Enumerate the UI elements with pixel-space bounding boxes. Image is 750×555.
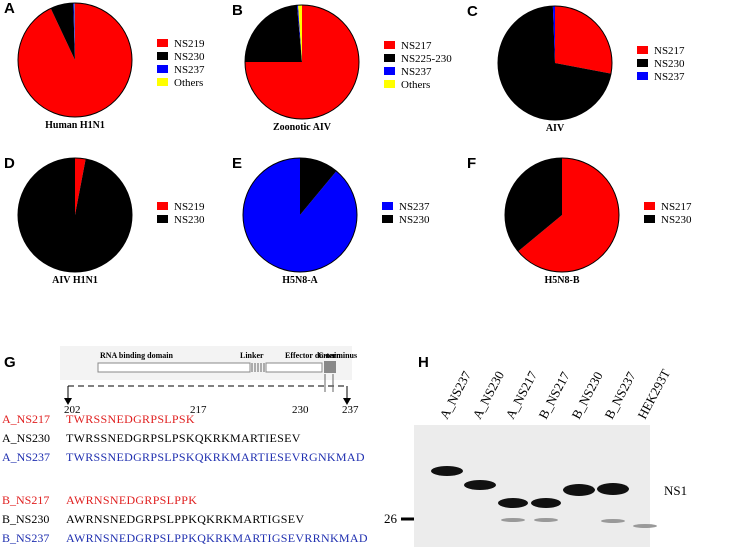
legend-label: NS237 (654, 71, 685, 83)
band (431, 466, 463, 476)
panel-letter: D (4, 155, 15, 172)
protein-label: NS1 (664, 483, 687, 498)
legend-label: NS219 (174, 201, 205, 213)
sequence-name: A_NS217 (2, 412, 50, 426)
band (498, 498, 528, 508)
legend-swatch (384, 54, 395, 62)
sequence-name: A_NS230 (2, 431, 50, 445)
legend-label: NS230 (654, 58, 685, 70)
legend-swatch (637, 59, 648, 67)
domain-label: Linker (240, 351, 264, 360)
legend-swatch (157, 202, 168, 210)
sequence: AWRNSNEDGRPSLPPKQKRKMARTIGSEV (66, 512, 304, 526)
band (464, 480, 496, 490)
pie-slice (555, 6, 612, 74)
legend-swatch (384, 41, 395, 49)
pie-title: Human H1N1 (45, 120, 105, 131)
legend-label: NS230 (174, 214, 205, 226)
domain-box (266, 363, 322, 372)
sequence-name: B_NS217 (2, 493, 49, 507)
panel-letter: B (232, 2, 243, 19)
legend-swatch (157, 52, 168, 60)
legend-swatch (384, 80, 395, 88)
legend-label: Others (174, 77, 203, 89)
legend-label: NS217 (401, 40, 432, 52)
legend-label: NS237 (174, 64, 205, 76)
pie-title: H5N8-A (282, 275, 318, 286)
lane-label: B_NS230 (568, 369, 605, 421)
band (501, 518, 525, 522)
legend-swatch (382, 202, 393, 210)
legend-swatch (157, 78, 168, 86)
legend-swatch (637, 46, 648, 54)
lane-label: HEK293T (634, 366, 673, 421)
sequence: TWRSSNEDGRPSLPSKQKRKMARTIESEVRGNKMAD (66, 450, 365, 464)
pie-title: AIV (546, 123, 565, 134)
panel-letter: C (467, 3, 478, 20)
domain-box (324, 361, 336, 373)
panel-letter: E (232, 155, 242, 172)
band (563, 484, 595, 496)
position-label: 237 (342, 404, 359, 416)
band (633, 524, 657, 528)
legend-swatch (644, 202, 655, 210)
pie-title: Zoonotic AIV (273, 122, 332, 133)
lane-label: B_NS217 (535, 369, 573, 422)
domain-box (98, 363, 250, 372)
marker-label: 26 (384, 511, 398, 526)
legend-swatch (384, 67, 395, 75)
pie-title: AIV H1N1 (52, 275, 98, 286)
lane-label: A_NS230 (469, 368, 507, 421)
sequence: TWRSSNEDGRPSLPSKQKRKMARTIESEV (66, 431, 301, 445)
legend-swatch (157, 215, 168, 223)
band (531, 498, 561, 508)
legend-label: Others (401, 79, 430, 91)
sequence-name: A_NS237 (2, 450, 50, 464)
legend-label: NS225-230 (401, 53, 452, 65)
lane-label: A_NS237 (436, 368, 474, 421)
position-label: 230 (292, 404, 309, 416)
legend-label: NS219 (174, 38, 205, 50)
sequence-name: B_NS237 (2, 531, 49, 545)
panel-letter: F (467, 155, 476, 172)
legend-swatch (382, 215, 393, 223)
lane-label: A_NS217 (502, 368, 540, 421)
legend-label: NS230 (661, 214, 692, 226)
legend-swatch (644, 215, 655, 223)
domain-label: C-terminus (318, 351, 357, 360)
domain-label: RNA binding domain (100, 351, 173, 360)
legend-label: NS230 (399, 214, 430, 226)
sequence-name: B_NS230 (2, 512, 49, 526)
legend-label: NS230 (174, 51, 205, 63)
pie-slice (18, 158, 132, 272)
legend-swatch (157, 65, 168, 73)
sequence: AWRNSNEDGRPSLPPK (66, 493, 197, 507)
panel-letter: A (4, 0, 15, 17)
legend-label: NS237 (399, 201, 430, 213)
pie-slice (245, 5, 302, 62)
legend-label: NS217 (654, 45, 685, 57)
sequence: TWRSSNEDGRPSLPSK (66, 412, 195, 426)
band (534, 518, 558, 522)
legend-label: NS237 (401, 66, 432, 78)
panel-letter: G (4, 354, 16, 371)
band (601, 519, 625, 523)
sequence: AWRNSNEDGRPSLPPKQKRKMARTIGSEVRRNKMAD (66, 531, 368, 545)
pie-title: H5N8-B (545, 275, 580, 286)
legend-swatch (637, 72, 648, 80)
band (597, 483, 629, 495)
legend-swatch (157, 39, 168, 47)
legend-label: NS217 (661, 201, 692, 213)
panel-letter: H (418, 354, 429, 371)
lane-label: B_NS237 (601, 369, 639, 422)
